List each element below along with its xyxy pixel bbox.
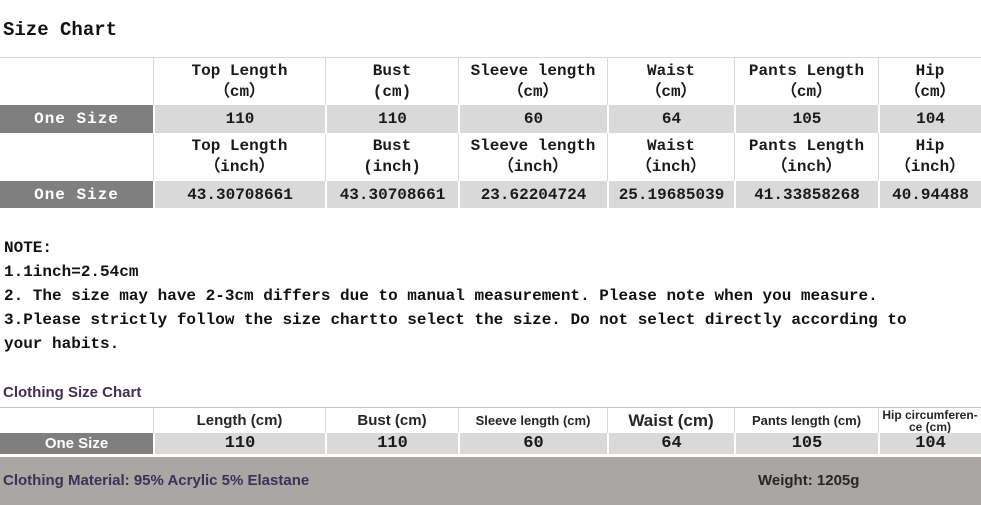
column-header-hip-cm: Hip （cm） (878, 58, 981, 105)
note-block: NOTE: 1.1inch=2.54cm 2. The size may hav… (4, 236, 919, 356)
header-unit: (cm) (372, 82, 412, 101)
header-unit: （cm） (780, 82, 833, 101)
header-unit: （cm） (645, 82, 697, 101)
header-unit: （cm） (213, 82, 266, 101)
value-pants-length-cm: 105 (734, 105, 878, 133)
value-bust-cm: 110 (325, 433, 458, 454)
value-waist-cm: 64 (607, 105, 734, 133)
row-label-one-size: One Size (0, 105, 153, 133)
note-line-3: 3.Please strictly follow the size chartt… (4, 311, 907, 353)
header-name: Pants Length (748, 61, 865, 80)
header-name: Top Length (191, 61, 288, 80)
value-bust-cm: 110 (325, 105, 458, 133)
column-header-bust-inch: Bust (inch) (325, 133, 458, 181)
header-unit: （inch） (204, 158, 275, 176)
value-length-cm: 110 (153, 433, 325, 454)
column-header-waist-inch: Waist （inch） (607, 133, 734, 181)
header-name: Bust (372, 61, 412, 80)
header-unit: （inch） (497, 158, 569, 176)
note-title: NOTE: (4, 239, 53, 257)
value-waist-cm: 64 (607, 433, 734, 454)
header-name: Pants Length (748, 137, 865, 155)
value-sleeve-length-cm: 60 (458, 105, 607, 133)
header-unit: （inch） (635, 158, 707, 176)
header-unit: （inch） (894, 158, 966, 176)
clothing-material-text: Clothing Material: 95% Acrylic 5% Elasta… (3, 472, 310, 489)
value-hip-circumference-cm: 104 (878, 433, 981, 454)
empty-corner-cell (0, 408, 153, 433)
value-pants-length-inch: 41.33858268 (734, 181, 878, 208)
column-header-length-cm: Length (cm) (153, 408, 325, 433)
header-name: Hip (915, 137, 945, 155)
column-header-sleeve-length-cm: Sleeve length （cm） (458, 58, 607, 105)
header-name: Waist (646, 137, 695, 155)
row-label-one-size: One Size (0, 181, 153, 208)
header-name: Waist (646, 61, 695, 80)
column-header-sleeve-length-cm: Sleeve length (cm) (458, 408, 607, 433)
column-header-top-length-cm: Top Length （cm） (153, 58, 325, 105)
note-line-2: 2. The size may have 2-3cm differs due t… (4, 287, 878, 305)
value-top-length-inch: 43.30708661 (153, 181, 325, 208)
header-name: Bust (372, 137, 412, 155)
empty-corner-cell (0, 58, 153, 105)
column-header-pants-length-cm: Pants length (cm) (734, 408, 878, 433)
header-name: Hip (915, 61, 945, 80)
column-header-bust-cm: Bust (cm) (325, 408, 458, 433)
value-sleeve-length-cm: 60 (458, 433, 607, 454)
value-top-length-cm: 110 (153, 105, 325, 133)
column-header-sleeve-length-inch: Sleeve length （inch） (458, 133, 607, 181)
value-waist-inch: 25.19685039 (607, 181, 734, 208)
header-name: Sleeve length (470, 61, 596, 80)
header-unit: （cm） (507, 82, 559, 101)
column-header-waist-cm: Waist (cm) (607, 408, 734, 433)
clothing-size-chart-table: Length (cm) Bust (cm) Sleeve length (cm)… (0, 407, 981, 454)
value-hip-cm: 104 (878, 105, 981, 133)
size-table: Top Length （cm） Bust (cm) Sleeve length … (0, 57, 981, 208)
column-header-hip-circumference-cm: Hip circumferen- ce (cm) (878, 408, 981, 433)
footer-bar: Clothing Material: 95% Acrylic 5% Elasta… (0, 457, 981, 505)
value-sleeve-length-inch: 23.62204724 (458, 181, 607, 208)
column-header-pants-length-cm: Pants Length （cm） (734, 58, 878, 105)
value-hip-inch: 40.94488 (878, 181, 981, 208)
note-line-1: 1.1inch=2.54cm (4, 263, 139, 281)
column-header-waist-cm: Waist （cm） (607, 58, 734, 105)
column-header-top-length-inch: Top Length （inch） (153, 133, 325, 181)
header-unit: (inch) (363, 158, 421, 176)
header-unit: （cm） (904, 82, 956, 101)
header-unit: （inch） (771, 158, 842, 176)
value-pants-length-cm: 105 (734, 433, 878, 454)
column-header-pants-length-inch: Pants Length （inch） (734, 133, 878, 181)
weight-text: Weight: 1205g (758, 472, 860, 489)
column-header-hip-inch: Hip （inch） (878, 133, 981, 181)
header-name: Top Length (191, 137, 288, 155)
value-bust-inch: 43.30708661 (325, 181, 458, 208)
page-title: Size Chart (3, 19, 118, 41)
clothing-size-chart-title: Clothing Size Chart (3, 384, 142, 401)
column-header-bust-cm: Bust (cm) (325, 58, 458, 105)
row-label-one-size: One Size (0, 433, 153, 454)
header-name: Sleeve length (470, 137, 596, 155)
empty-corner-cell (0, 133, 153, 181)
